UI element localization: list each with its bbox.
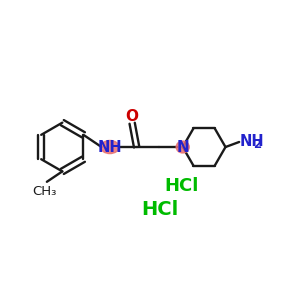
Text: N: N [176, 140, 189, 154]
Text: HCl: HCl [141, 200, 178, 219]
Text: NH: NH [98, 140, 122, 154]
Text: O: O [126, 109, 139, 124]
Text: 2: 2 [253, 138, 261, 151]
Text: HCl: HCl [165, 177, 199, 195]
Ellipse shape [176, 141, 189, 153]
Text: CH₃: CH₃ [32, 185, 57, 198]
Text: NH: NH [240, 134, 264, 149]
Ellipse shape [101, 140, 119, 154]
